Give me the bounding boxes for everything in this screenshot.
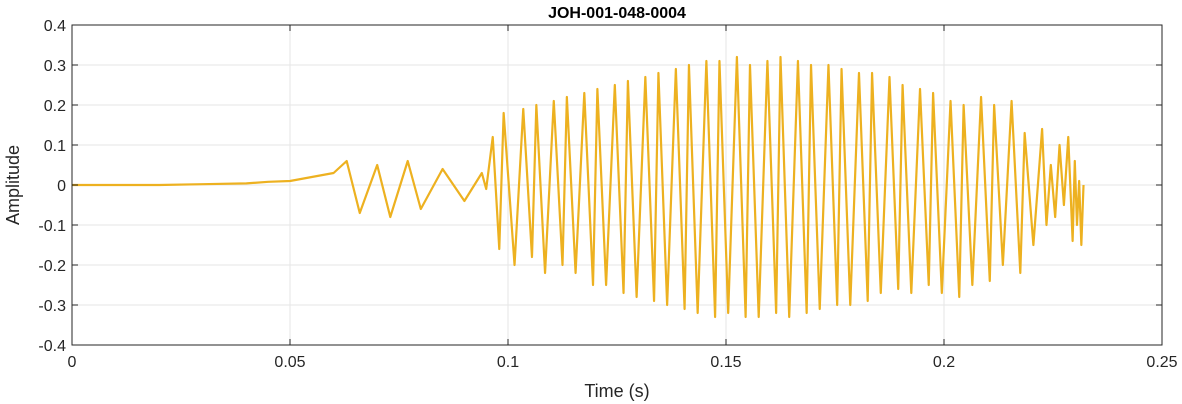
y-axis-label: Amplitude [3, 145, 23, 225]
y-tick-label: 0.3 [44, 58, 66, 75]
x-tick-label: 0 [68, 354, 77, 371]
axis-ticks: 0 0.05 0.1 0.15 0.2 0.25 -0.4 -0.3 -0.2 -0.1 0 0.1 0… [38, 18, 1177, 371]
x-tick-label: 0.25 [1146, 354, 1177, 371]
y-tick-label: -0.4 [38, 338, 66, 355]
x-tick-label: 0.2 [933, 354, 955, 371]
y-tick-label: -0.1 [38, 218, 66, 235]
y-tick-label: 0 [57, 178, 66, 195]
y-tick-label: -0.2 [38, 258, 66, 275]
x-tick-label: 0.1 [497, 354, 519, 371]
y-tick-label: 0.4 [44, 18, 66, 35]
series-line-0 [72, 55, 1085, 319]
x-tick-label: 0.05 [274, 354, 305, 371]
y-tick-label: 0.1 [44, 138, 66, 155]
x-axis-label: Time (s) [584, 381, 649, 401]
chart-title: JOH-001-048-0004 [548, 5, 686, 22]
y-tick-label: 0.2 [44, 98, 66, 115]
x-tick-label: 0.15 [710, 354, 741, 371]
y-tick-label: -0.3 [38, 298, 66, 315]
series-layer [72, 55, 1085, 319]
